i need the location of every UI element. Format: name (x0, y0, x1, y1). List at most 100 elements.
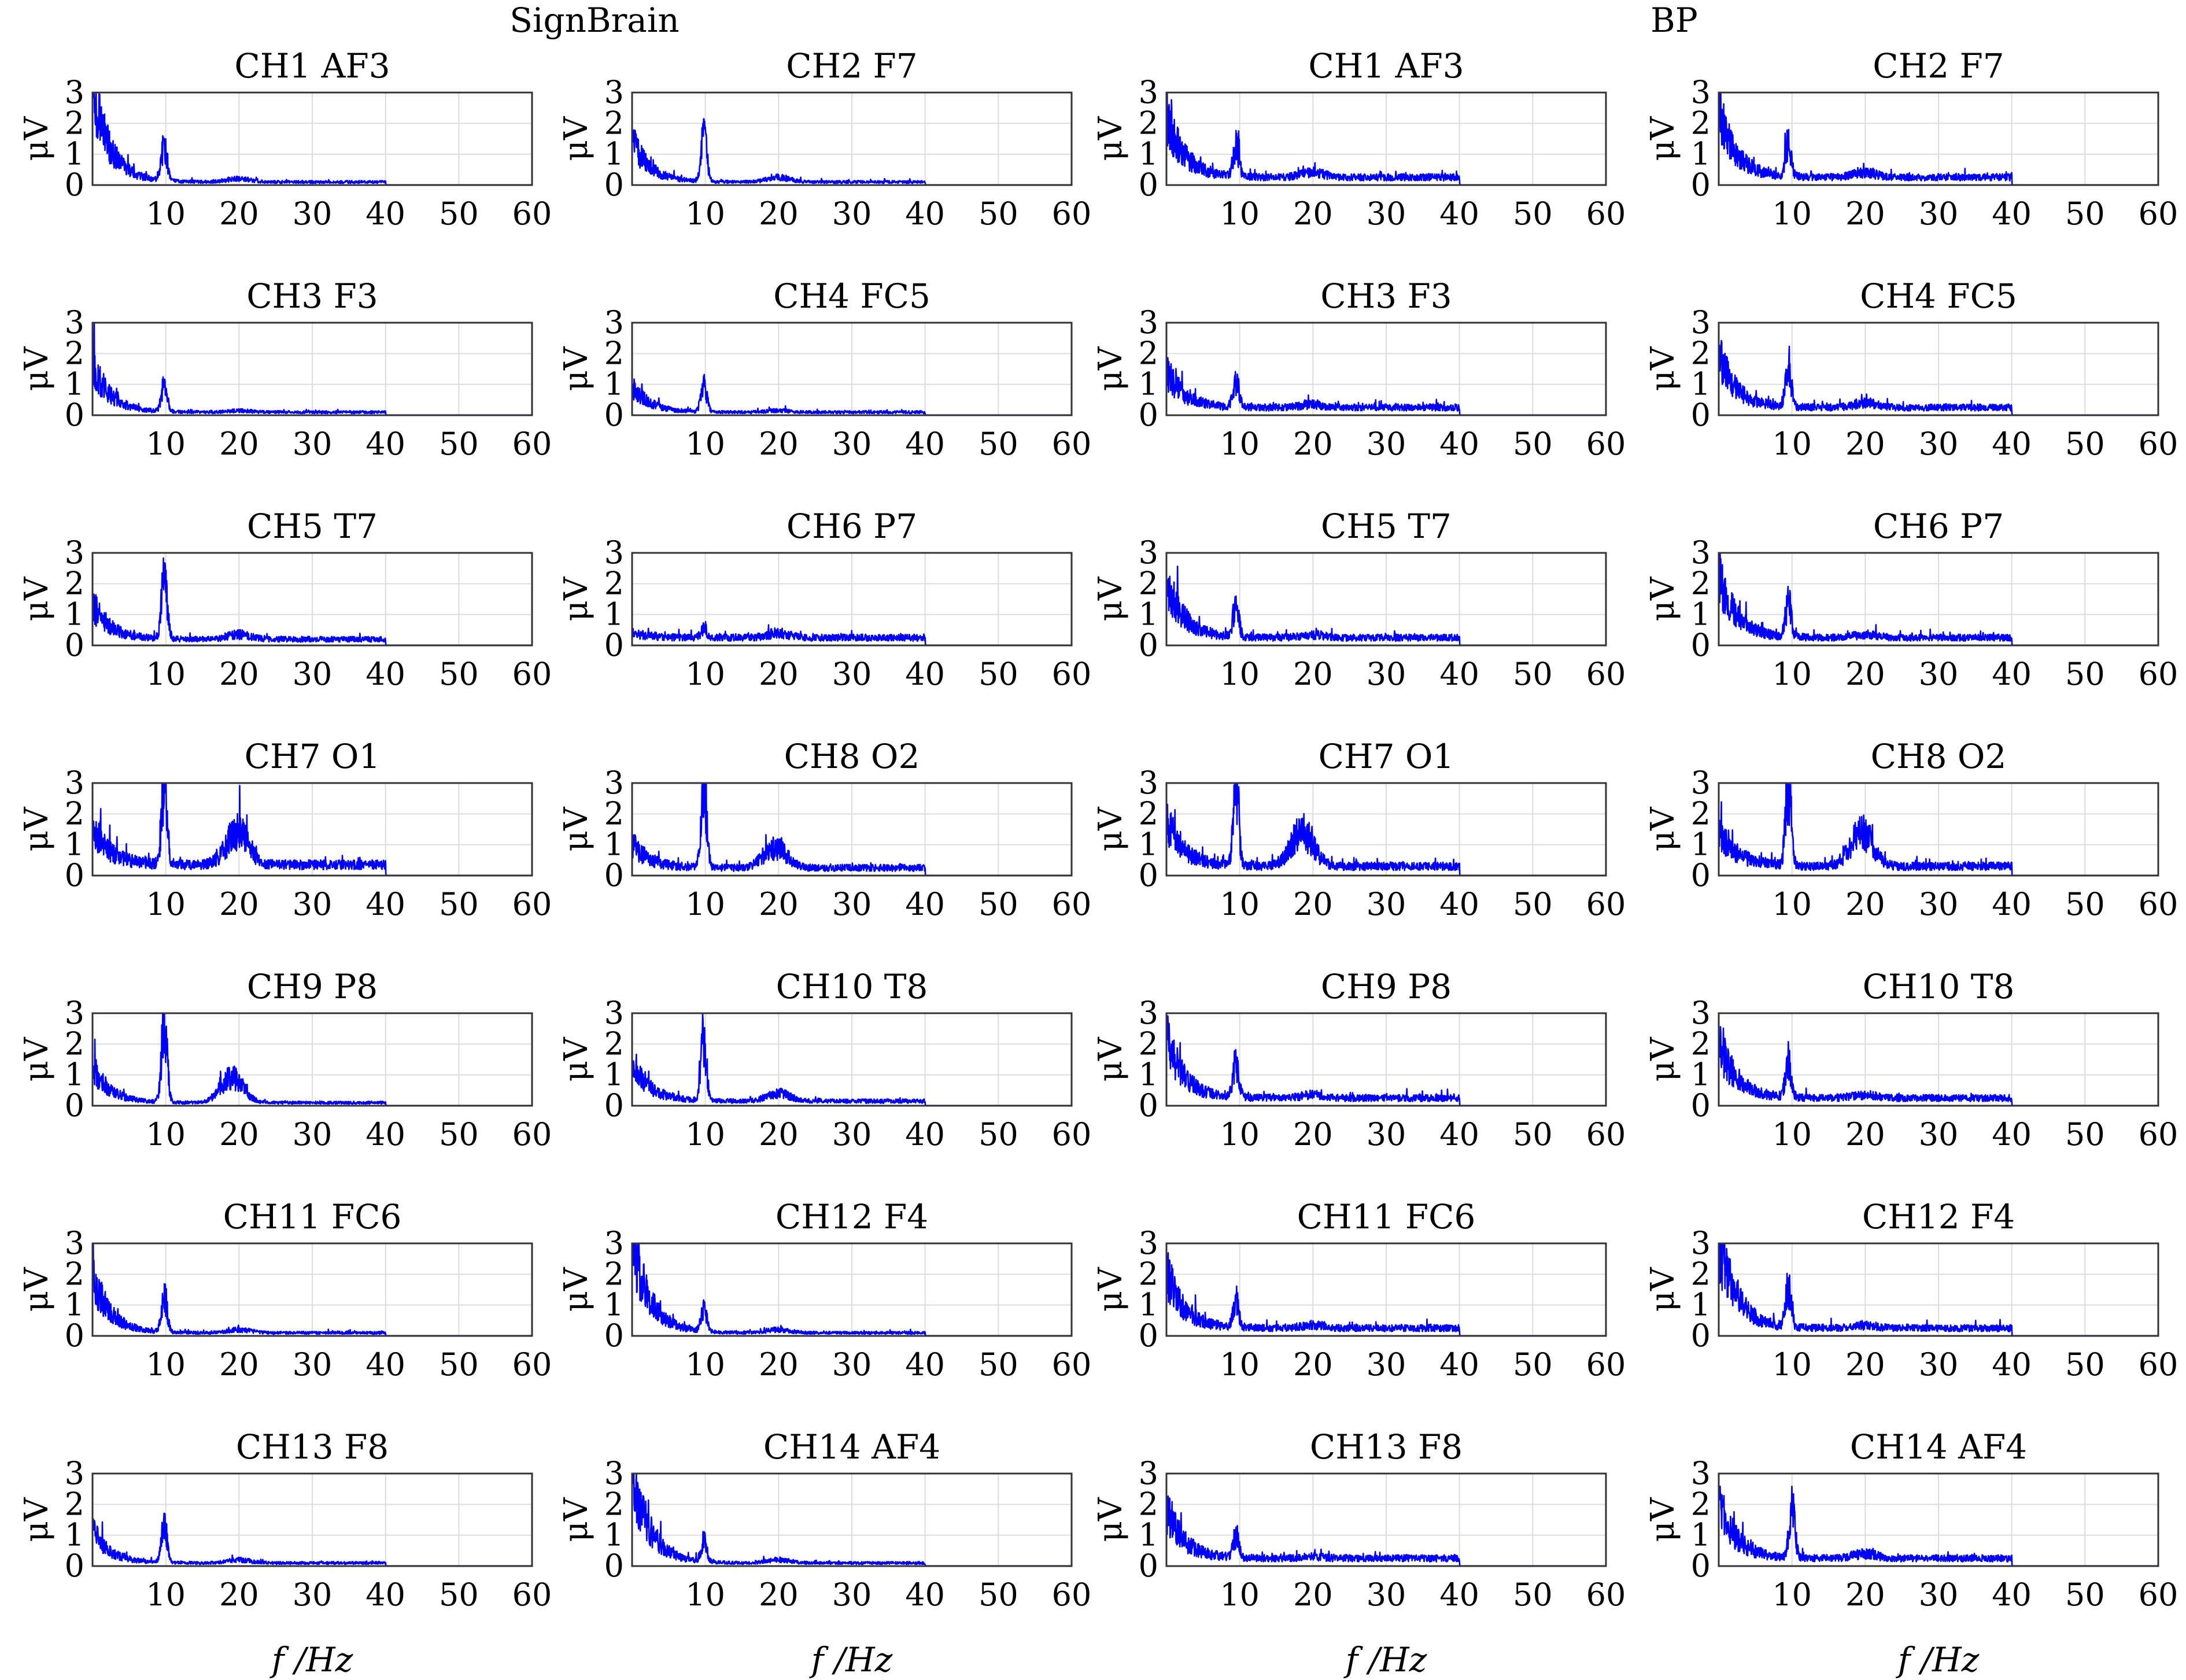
x-tick-label: 30 (832, 1576, 872, 1613)
panel-title: CH13 F8 (236, 1427, 389, 1467)
x-tick-label: 60 (1052, 1116, 1092, 1153)
x-tick-label: 60 (2139, 1576, 2178, 1613)
plot-frame (1165, 91, 1607, 186)
x-tick-label: 20 (1845, 1346, 1885, 1383)
x-tick-label: 20 (759, 195, 799, 232)
x-tick-label: 10 (146, 886, 186, 922)
panel-title: CH10 T8 (776, 967, 928, 1006)
y-tick-label: 0 (604, 1087, 624, 1124)
y-axis-label: μV (18, 346, 56, 391)
x-tick-label: 10 (146, 195, 186, 232)
y-axis-label: μV (557, 576, 595, 621)
x-axis-label-1: f /Hz (809, 1640, 893, 1679)
y-tick-label: 2 (1691, 1025, 1711, 1062)
panel-title: CH4 FC5 (773, 276, 930, 316)
y-tick-label: 0 (1139, 1087, 1158, 1124)
spectrum-series-line (632, 1012, 1072, 1106)
x-tick-label: 10 (1220, 1116, 1260, 1153)
x-tick-label: 60 (1586, 1576, 1626, 1613)
x-tick-label: 50 (978, 656, 1018, 692)
y-tick-label: 1 (65, 596, 84, 633)
spectrum-series-line (93, 1012, 532, 1106)
panel-title: CH2 F7 (1873, 46, 2004, 86)
y-tick-label: 3 (604, 304, 624, 341)
y-tick-label: 3 (65, 765, 84, 801)
y-tick-label: 0 (604, 857, 624, 893)
y-tick-label: 1 (1691, 596, 1711, 633)
x-tick-label: 10 (685, 1116, 725, 1153)
x-tick-label: 60 (1052, 1576, 1092, 1613)
plot-frame (91, 1472, 533, 1567)
x-tick-label: 40 (905, 426, 945, 462)
x-tick-label: 60 (2139, 426, 2178, 462)
x-tick-label: 50 (2065, 656, 2105, 692)
y-tick-label: 1 (604, 596, 624, 633)
y-tick-label: 3 (1691, 534, 1711, 571)
x-tick-label: 20 (1293, 1576, 1333, 1613)
y-tick-label: 0 (1139, 167, 1158, 203)
y-tick-label: 2 (65, 1256, 84, 1292)
panel-title: CH9 P8 (247, 967, 378, 1006)
y-tick-label: 2 (1139, 1025, 1158, 1062)
group-title-1: BP (1650, 1, 1698, 40)
y-tick-label: 3 (1139, 995, 1158, 1031)
y-tick-label: 0 (65, 627, 84, 663)
x-tick-label: 20 (1293, 195, 1333, 232)
y-tick-label: 1 (1139, 596, 1158, 633)
y-axis-label: μV (1092, 1036, 1129, 1081)
x-tick-label: 60 (512, 656, 552, 692)
x-tick-label: 30 (1919, 886, 1959, 922)
x-axis-label-2: f /Hz (1343, 1640, 1427, 1679)
x-tick-label: 10 (146, 656, 186, 692)
y-tick-label: 0 (604, 1317, 624, 1354)
x-tick-label: 50 (439, 886, 479, 922)
x-tick-label: 20 (219, 1576, 259, 1613)
plot-frame (1718, 782, 2159, 877)
x-tick-label: 20 (1845, 886, 1885, 922)
x-tick-label: 60 (512, 1116, 552, 1153)
y-axis-label: μV (557, 116, 595, 161)
y-tick-label: 1 (604, 826, 624, 863)
y-tick-label: 1 (604, 1517, 624, 1553)
plot-frame (631, 782, 1073, 877)
x-tick-label: 30 (1919, 656, 1959, 692)
x-tick-label: 30 (1367, 1116, 1406, 1153)
x-tick-label: 10 (685, 195, 725, 232)
y-tick-label: 1 (1139, 366, 1158, 403)
plot-frame (1165, 1242, 1607, 1337)
y-tick-label: 0 (1691, 857, 1711, 893)
y-tick-label: 1 (1139, 1057, 1158, 1093)
y-tick-label: 0 (1139, 627, 1158, 663)
panel-title: CH9 P8 (1321, 967, 1452, 1006)
x-tick-label: 50 (439, 656, 479, 692)
y-axis-label: μV (1092, 1267, 1129, 1312)
spectrum-series-line (1719, 782, 2158, 876)
x-tick-label: 10 (1220, 1346, 1260, 1383)
x-tick-label: 50 (1513, 656, 1553, 692)
x-tick-label: 30 (832, 1346, 872, 1383)
y-tick-label: 1 (65, 136, 84, 172)
x-tick-label: 20 (219, 1346, 259, 1383)
y-tick-label: 3 (1691, 304, 1711, 341)
x-tick-label: 20 (1293, 1116, 1333, 1153)
y-tick-label: 2 (65, 1486, 84, 1522)
y-tick-label: 1 (1691, 366, 1711, 403)
y-tick-label: 3 (604, 1455, 624, 1491)
x-tick-label: 30 (1367, 656, 1406, 692)
x-tick-label: 30 (293, 1576, 333, 1613)
x-tick-label: 40 (365, 426, 405, 462)
x-tick-label: 50 (978, 1576, 1018, 1613)
y-tick-label: 2 (1139, 1486, 1158, 1522)
plot-frame (631, 1012, 1073, 1107)
x-tick-label: 20 (1293, 426, 1333, 462)
panel-title: CH2 F7 (786, 46, 917, 86)
y-tick-label: 3 (65, 74, 84, 110)
